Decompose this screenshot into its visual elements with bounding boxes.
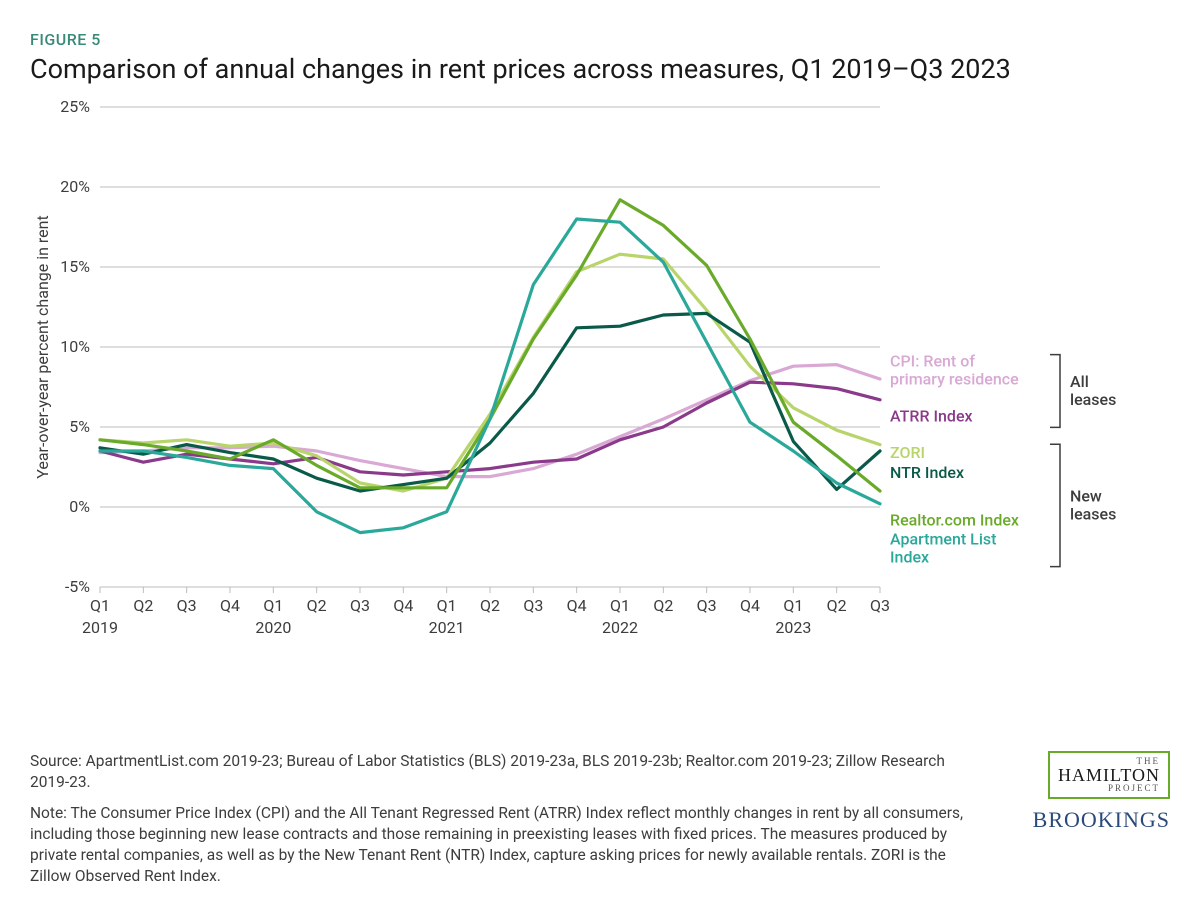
svg-text:Q4: Q4	[740, 596, 760, 615]
figure-label: FIGURE 5	[30, 30, 1170, 49]
svg-text:2021: 2021	[429, 618, 465, 637]
footer: Source: ApartmentList.com 2019-23; Burea…	[30, 751, 1170, 887]
svg-text:2019: 2019	[82, 618, 118, 637]
svg-text:Q2: Q2	[653, 596, 673, 615]
svg-text:25%: 25%	[60, 97, 90, 116]
svg-text:New: New	[1070, 486, 1102, 505]
svg-text:Realtor.com Index: Realtor.com Index	[890, 510, 1019, 529]
chart-svg: -5% 0% 5% 10% 15% 20% 25% Q1 Q2 Q3 Q4 Q1 Q2 Q3 Q4 Q1 Q2 Q…	[30, 87, 1170, 667]
svg-text:Q3: Q3	[697, 596, 717, 615]
logos: THE HAMILTON PROJECT BROOKINGS	[1000, 751, 1170, 831]
svg-text:Q2: Q2	[133, 596, 153, 615]
svg-text:Apartment List: Apartment List	[890, 529, 996, 548]
series-line	[100, 382, 880, 475]
svg-text:Index: Index	[890, 547, 929, 566]
svg-text:20%: 20%	[60, 177, 90, 196]
brookings-logo: BROOKINGS	[1000, 809, 1170, 831]
svg-text:15%: 15%	[60, 257, 90, 276]
svg-text:5%: 5%	[69, 417, 90, 436]
footer-text: Source: ApartmentList.com 2019-23; Burea…	[30, 751, 970, 887]
svg-text:Q3: Q3	[523, 596, 543, 615]
svg-text:Q2: Q2	[307, 596, 327, 615]
chart: -5% 0% 5% 10% 15% 20% 25% Q1 Q2 Q3 Q4 Q1 Q2 Q3 Q4 Q1 Q2 Q…	[30, 87, 1170, 671]
hamilton-proj: PROJECT	[1058, 784, 1160, 793]
svg-text:Q4: Q4	[567, 596, 587, 615]
svg-text:Q4: Q4	[393, 596, 413, 615]
svg-text:NTR Index: NTR Index	[890, 463, 964, 482]
note-text: Note: The Consumer Price Index (CPI) and…	[30, 803, 970, 887]
svg-text:CPI: Rent of: CPI: Rent of	[890, 351, 975, 370]
svg-text:Q3: Q3	[870, 596, 890, 615]
svg-text:Q1: Q1	[90, 596, 110, 615]
svg-text:2023: 2023	[775, 618, 811, 637]
svg-text:Q3: Q3	[177, 596, 197, 615]
svg-text:Q1: Q1	[783, 596, 803, 615]
svg-text:Q1: Q1	[437, 596, 457, 615]
hamilton-main: HAMILTON	[1058, 766, 1160, 784]
svg-text:2022: 2022	[602, 618, 638, 637]
svg-text:Q3: Q3	[350, 596, 370, 615]
svg-text:ATRR Index: ATRR Index	[890, 406, 973, 425]
svg-text:primary residence: primary residence	[890, 369, 1019, 388]
svg-text:Year-over-year percent change: Year-over-year percent change in rent	[33, 215, 52, 479]
svg-text:Q2: Q2	[827, 596, 847, 615]
svg-text:2020: 2020	[255, 618, 291, 637]
svg-text:All: All	[1070, 372, 1089, 391]
chart-title: Comparison of annual changes in rent pri…	[30, 53, 1170, 87]
hamilton-logo: THE HAMILTON PROJECT	[1048, 751, 1170, 799]
svg-text:Q1: Q1	[610, 596, 630, 615]
svg-text:leases: leases	[1070, 390, 1116, 409]
svg-text:Q1: Q1	[263, 596, 283, 615]
svg-text:ZORI: ZORI	[890, 443, 925, 462]
svg-text:-5%: -5%	[65, 577, 90, 596]
svg-text:Q2: Q2	[480, 596, 500, 615]
svg-text:0%: 0%	[69, 497, 90, 516]
svg-text:Q4: Q4	[220, 596, 240, 615]
source-text: Source: ApartmentList.com 2019-23; Burea…	[30, 751, 970, 793]
svg-text:leases: leases	[1070, 504, 1116, 523]
figure-container: FIGURE 5 Comparison of annual changes in…	[0, 0, 1200, 907]
svg-text:10%: 10%	[60, 337, 90, 356]
